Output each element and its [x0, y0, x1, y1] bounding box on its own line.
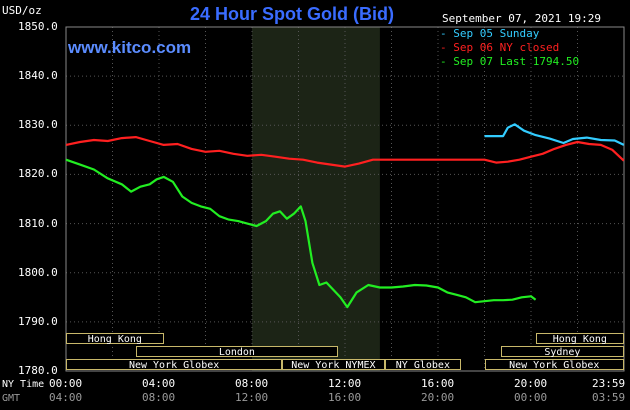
y-tick-label: 1790.0 — [18, 314, 58, 328]
session-label: Hong Kong — [552, 334, 607, 345]
y-tick-label: 1850.0 — [18, 20, 58, 33]
legend-item-sep05: - Sep 05 Sunday — [440, 27, 540, 40]
legend-item-sep06: - Sep 06 NY closed — [440, 41, 560, 54]
y-tick-label: 1830.0 — [18, 118, 58, 132]
x-tick-label-ny: 20:00 — [514, 377, 548, 390]
session-label: New York Globex — [128, 360, 220, 371]
session-bar: NY Globex — [384, 359, 462, 371]
session-bar: Sydney — [500, 346, 624, 358]
x-tick-label-ny: 00:00 — [49, 377, 83, 390]
gmt-label: GMT — [2, 393, 21, 404]
session-bar: Hong Kong — [66, 333, 164, 345]
series-line-1 — [484, 123, 625, 146]
session-label: NY Globex — [395, 360, 450, 371]
x-tick-label-ny: 04:00 — [142, 377, 176, 390]
y-tick-label: 1800.0 — [18, 265, 58, 279]
x-tick-label-ny: 12:00 — [328, 377, 362, 390]
session-bar: Hong Kong — [535, 333, 624, 345]
x-tick-label-gmt: 00:00 — [514, 391, 548, 404]
session-bar: New York NYMEX — [282, 359, 385, 371]
session-label: New York Globex — [509, 360, 600, 371]
session-label: New York NYMEX — [291, 360, 376, 371]
x-tick-label-gmt: 16:00 — [328, 391, 362, 404]
shaded-region — [252, 27, 380, 371]
y-tick-label: 1820.0 — [18, 167, 58, 181]
chart-title: 24 Hour Spot Gold (Bid) — [190, 4, 394, 24]
x-tick-label-ny: 23:59 — [592, 377, 626, 390]
timestamp: September 07, 2021 19:29 — [442, 12, 601, 25]
x-tick-label-gmt: 20:00 — [421, 391, 455, 404]
session-bar: London — [135, 346, 339, 358]
series-line-2 — [65, 136, 625, 168]
x-tick-label-ny: 16:00 — [421, 377, 455, 390]
x-tick-label-gmt: 03:59 — [592, 391, 626, 404]
ny-time-label: NY Time — [2, 379, 45, 390]
watermark-link[interactable]: www.kitco.com — [68, 38, 192, 57]
session-bar: New York Globex — [484, 359, 624, 371]
y-tick-label: 1780.0 — [18, 364, 58, 377]
legend: - Sep 05 Sunday - Sep 06 NY closed - Sep… — [440, 27, 579, 69]
session-label: Hong Kong — [87, 334, 142, 345]
legend-item-sep07: - Sep 07 Last 1794.50 — [440, 55, 580, 68]
y-tick-label: 1810.0 — [18, 216, 58, 230]
session-bar: New York Globex — [66, 359, 283, 371]
y-tick-label: 1840.0 — [18, 69, 58, 83]
session-label: Sydney — [544, 347, 581, 358]
series-line-3 — [65, 158, 537, 309]
x-tick-label-ny: 08:00 — [235, 377, 269, 390]
session-label: London — [218, 347, 255, 358]
x-tick-label-gmt: 08:00 — [142, 391, 176, 404]
unit-label: USD/oz — [2, 4, 42, 17]
plot-frame — [65, 26, 625, 372]
x-tick-label-gmt: 04:00 — [49, 391, 83, 404]
x-tick-label-gmt: 12:00 — [235, 391, 269, 404]
